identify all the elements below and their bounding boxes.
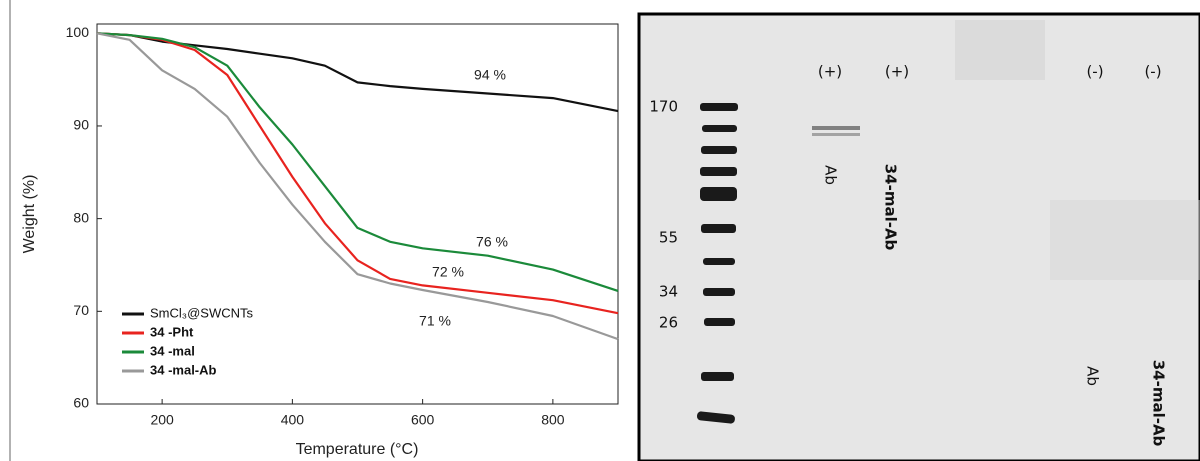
lane-name: Ab [1084, 366, 1102, 386]
y-axis-label: Weight (%) [21, 175, 38, 254]
legend-label: SmCl₃@SWCNTs [150, 305, 253, 320]
y-tick-label: 60 [73, 395, 89, 411]
lane-sign: (+) [885, 63, 909, 81]
data-line [96, 32, 619, 292]
annotation: 76 % [476, 234, 508, 250]
plot-frame [96, 23, 619, 405]
y-tick-label: 100 [66, 24, 90, 40]
marker-label: 34 [659, 283, 678, 301]
x-axis-label: Temperature (°C) [296, 441, 419, 458]
annotation: 94 % [474, 67, 506, 83]
annotation: 71 % [419, 313, 451, 329]
lane-sign: (-) [1144, 63, 1161, 81]
marker-label: 170 [649, 98, 678, 116]
lane-sign: (-) [1086, 63, 1103, 81]
lane-name: 34-mal-Ab [1150, 360, 1168, 447]
y-tick-label: 70 [73, 302, 89, 318]
legend-label: 34 -mal [150, 343, 195, 358]
x-tick-label: 600 [411, 412, 435, 428]
legend-label: 34 -mal-Ab [150, 362, 217, 377]
gel-image [637, 12, 1200, 461]
marker-label: 26 [659, 314, 678, 332]
legend-label: 34 -Pht [150, 324, 194, 339]
x-tick-label: 800 [541, 412, 565, 428]
marker-label: 55 [659, 229, 678, 247]
data-line [96, 32, 619, 315]
lane-name: 34-mal-Ab [882, 164, 900, 251]
x-tick-label: 200 [150, 412, 174, 428]
lane-sign: (+) [818, 63, 842, 81]
data-line [96, 32, 619, 341]
lane-name: Ab [822, 165, 840, 185]
x-tick-label: 400 [281, 412, 305, 428]
y-tick-label: 80 [73, 209, 89, 225]
y-tick-label: 90 [73, 117, 89, 133]
annotation: 72 % [432, 264, 464, 280]
